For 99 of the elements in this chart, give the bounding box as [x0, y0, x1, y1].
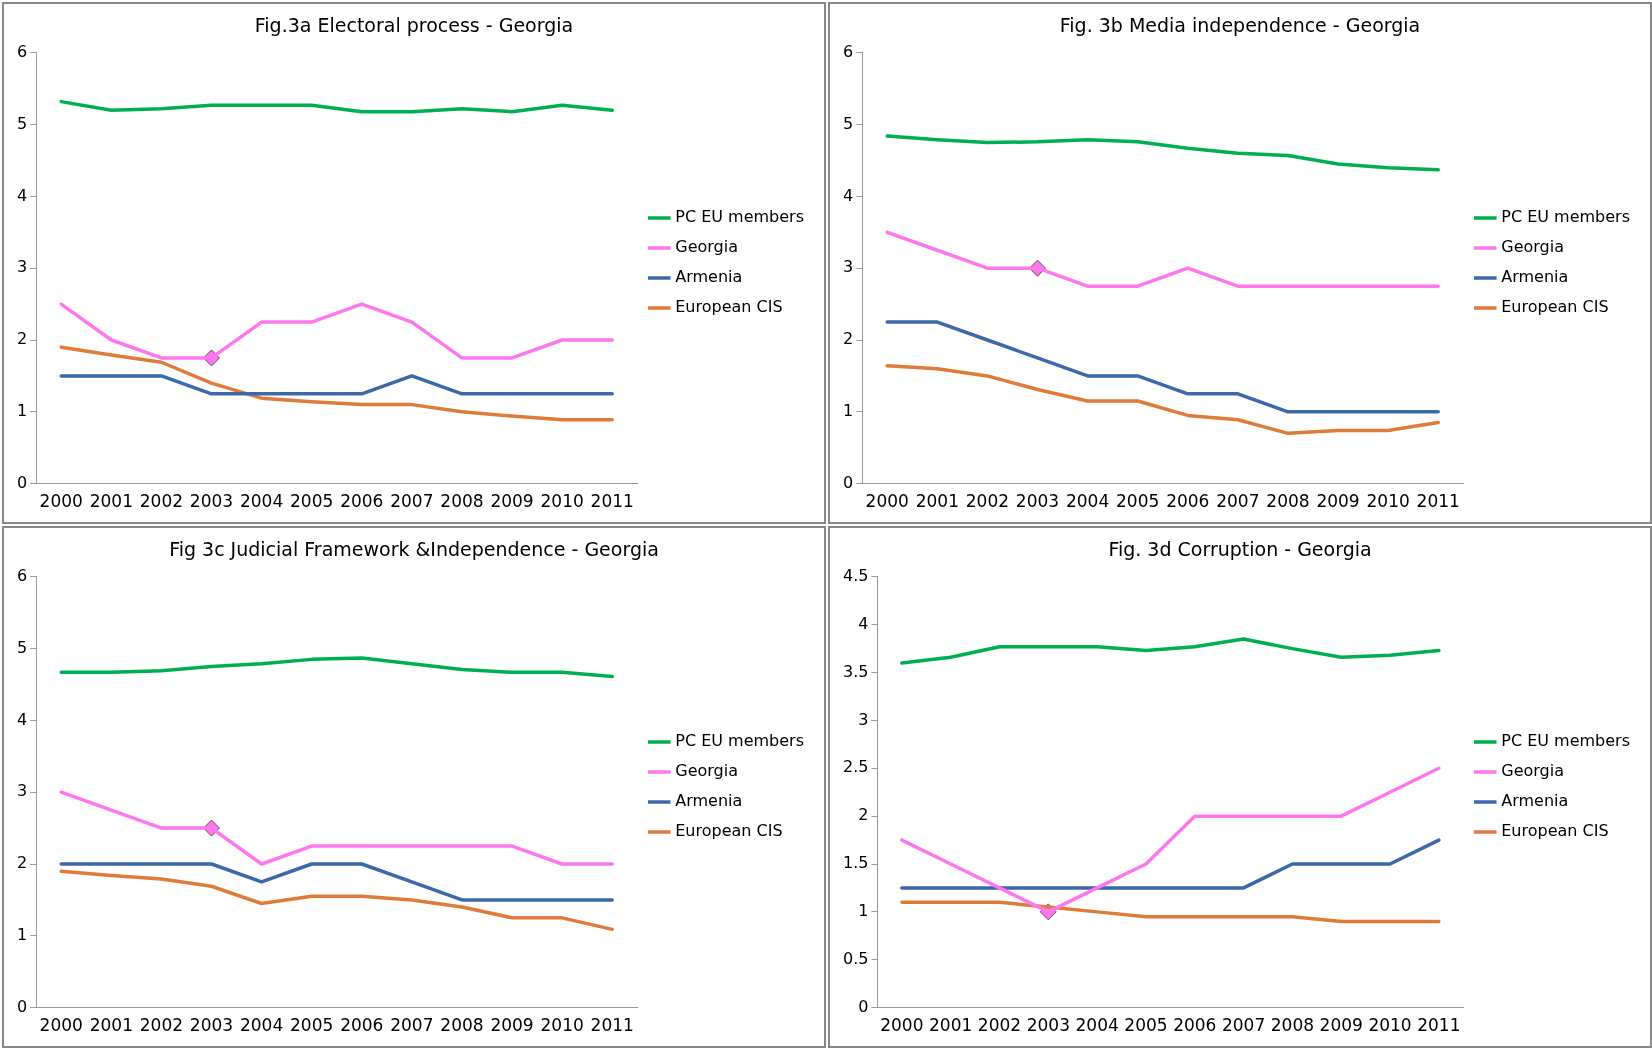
- legend-label: Georgia: [1501, 237, 1564, 257]
- legend-label: PC EU members: [1501, 207, 1631, 227]
- y-tick-label: 2: [16, 853, 28, 873]
- y-tick-label: 2: [16, 329, 28, 349]
- y-tick-label: 3: [842, 257, 854, 277]
- y-tick-label: 4: [16, 185, 28, 205]
- x-tick-label: 2010: [1366, 491, 1410, 512]
- x-tick-label: 2001: [89, 491, 133, 512]
- x-tick-label: 2000: [39, 1015, 83, 1036]
- y-tick-label: 4: [858, 613, 869, 633]
- x-tick-label: 2006: [1173, 1015, 1217, 1036]
- x-tick-label: 2002: [139, 1015, 184, 1036]
- x-tick-label: 2004: [239, 1015, 284, 1036]
- y-tick-label: 5: [842, 113, 854, 133]
- x-tick-label: 2009: [1319, 1015, 1363, 1036]
- x-tick-label: 2002: [965, 491, 1010, 512]
- x-tick-label: 2007: [1216, 491, 1260, 512]
- x-tick-label: 2004: [1065, 491, 1110, 512]
- legend-label: PC EU members: [675, 731, 805, 751]
- x-tick-label: 2005: [290, 1015, 334, 1036]
- y-tick-label: 5: [16, 637, 28, 657]
- x-tick-label: 2005: [1116, 491, 1160, 512]
- y-tick-label: 1: [842, 400, 854, 420]
- y-tick-label: 4: [842, 185, 854, 205]
- x-tick-label: 2008: [440, 1015, 484, 1036]
- x-tick-label: 2000: [880, 1015, 924, 1036]
- legend-label: Georgia: [675, 761, 738, 781]
- y-tick-label: 5: [16, 113, 28, 133]
- legend-label: Georgia: [675, 237, 738, 257]
- x-tick-label: 2005: [1124, 1015, 1168, 1036]
- x-tick-label: 2004: [1075, 1015, 1119, 1036]
- x-tick-label: 2000: [865, 491, 909, 512]
- y-tick-label: 6: [16, 565, 28, 585]
- y-tick-label: 0: [16, 996, 28, 1016]
- y-tick-label: 0.5: [842, 948, 869, 968]
- legend-label: European CIS: [1501, 821, 1609, 841]
- chart-title: Fig. 3b Media independence - Georgia: [1059, 14, 1421, 37]
- y-tick-label: 0: [16, 472, 28, 492]
- y-tick-label: 1.5: [842, 853, 869, 873]
- y-tick-label: 2: [858, 805, 869, 825]
- x-tick-label: 2010: [540, 1015, 584, 1036]
- x-tick-label: 2006: [340, 1015, 384, 1036]
- x-tick-label: 2007: [1221, 1015, 1266, 1036]
- x-tick-label: 2002: [139, 491, 184, 512]
- x-tick-label: 2011: [590, 1015, 634, 1036]
- y-tick-label: 4: [16, 709, 28, 729]
- x-tick-label: 2009: [1316, 491, 1360, 512]
- y-tick-label: 1: [16, 400, 28, 420]
- x-tick-label: 2004: [239, 491, 284, 512]
- x-tick-label: 2003: [189, 1015, 234, 1036]
- x-tick-label: 2009: [490, 1015, 534, 1036]
- y-tick-label: 3: [16, 257, 28, 277]
- x-tick-label: 2001: [929, 1015, 973, 1036]
- legend-label: Armenia: [1501, 267, 1569, 287]
- x-tick-label: 2009: [490, 491, 534, 512]
- y-tick-label: 0: [858, 996, 869, 1016]
- x-tick-label: 2011: [1416, 491, 1460, 512]
- y-tick-label: 2: [842, 329, 854, 349]
- y-tick-label: 0: [842, 472, 854, 492]
- y-tick-label: 4.5: [842, 565, 869, 585]
- x-tick-label: 2010: [540, 491, 584, 512]
- x-tick-label: 2003: [189, 491, 234, 512]
- x-tick-label: 2011: [590, 491, 634, 512]
- legend-label: PC EU members: [675, 207, 805, 227]
- x-tick-label: 2007: [390, 1015, 434, 1036]
- x-tick-label: 2005: [290, 491, 334, 512]
- legend-label: European CIS: [675, 297, 783, 317]
- y-tick-label: 3: [858, 709, 869, 729]
- y-tick-label: 6: [16, 41, 28, 61]
- legend-label: European CIS: [675, 821, 783, 841]
- chart-title: Fig.3a Electoral process - Georgia: [254, 14, 574, 37]
- x-tick-label: 2006: [1166, 491, 1210, 512]
- legend-label: Armenia: [675, 267, 743, 287]
- y-tick-label: 1: [16, 924, 28, 944]
- y-tick-label: 2.5: [842, 757, 869, 777]
- legend-label: Armenia: [675, 791, 743, 811]
- x-tick-label: 2007: [390, 491, 434, 512]
- legend-label: PC EU members: [1501, 731, 1631, 751]
- legend-label: European CIS: [1501, 297, 1609, 317]
- chart-title: Fig. 3d Corruption - Georgia: [1108, 538, 1372, 561]
- x-tick-label: 2001: [89, 1015, 133, 1036]
- y-tick-label: 3: [16, 781, 28, 801]
- y-tick-label: 3.5: [842, 661, 869, 681]
- legend-label: Armenia: [1501, 791, 1569, 811]
- x-tick-label: 2000: [39, 491, 83, 512]
- x-tick-label: 2008: [1270, 1015, 1315, 1036]
- x-tick-label: 2010: [1368, 1015, 1412, 1036]
- x-tick-label: 2011: [1417, 1015, 1461, 1036]
- x-tick-label: 2001: [915, 491, 959, 512]
- x-tick-label: 2003: [1026, 1015, 1070, 1036]
- chart-title: Fig 3c Judicial Framework &Independence - Georgia: [169, 538, 659, 561]
- x-tick-label: 2008: [440, 491, 484, 512]
- legend-label: Georgia: [1501, 761, 1564, 781]
- x-tick-label: 2002: [977, 1015, 1022, 1036]
- y-tick-label: 1: [858, 901, 869, 921]
- x-tick-label: 2008: [1266, 491, 1310, 512]
- y-tick-label: 6: [842, 41, 854, 61]
- x-tick-label: 2006: [340, 491, 384, 512]
- x-tick-label: 2003: [1015, 491, 1060, 512]
